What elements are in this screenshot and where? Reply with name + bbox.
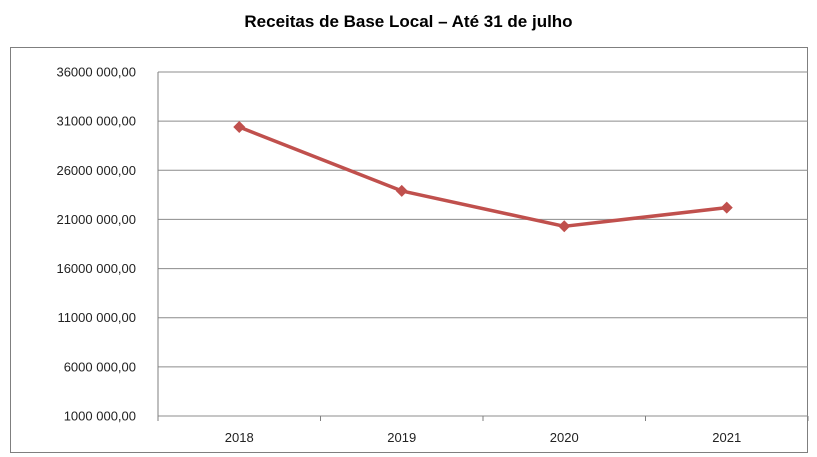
data-point-marker: [233, 121, 246, 134]
x-tick-label: 2019: [387, 430, 416, 445]
data-point-marker: [720, 201, 733, 214]
y-tick-label: 11000 000,00: [57, 310, 136, 325]
y-tick-label: 21000 000,00: [56, 212, 136, 227]
data-point-marker: [558, 220, 571, 233]
y-tick-label: 16000 000,00: [56, 261, 136, 276]
y-tick-label: 31000 000,00: [56, 114, 136, 129]
chart-area: [10, 47, 808, 453]
y-tick-label: 26000 000,00: [56, 163, 136, 178]
data-point-marker: [395, 184, 408, 197]
y-tick-label: 6000 000,00: [64, 359, 136, 374]
x-tick-label: 2018: [225, 430, 254, 445]
chart-title: Receitas de Base Local – Até 31 de julho: [244, 12, 573, 31]
y-tick-label: 36000 000,00: [56, 65, 136, 80]
x-tick-label: 2020: [550, 430, 579, 445]
y-tick-label: 1000 000,00: [64, 409, 136, 424]
series-line: [238, 125, 727, 229]
x-tick-label: 2021: [712, 430, 741, 445]
